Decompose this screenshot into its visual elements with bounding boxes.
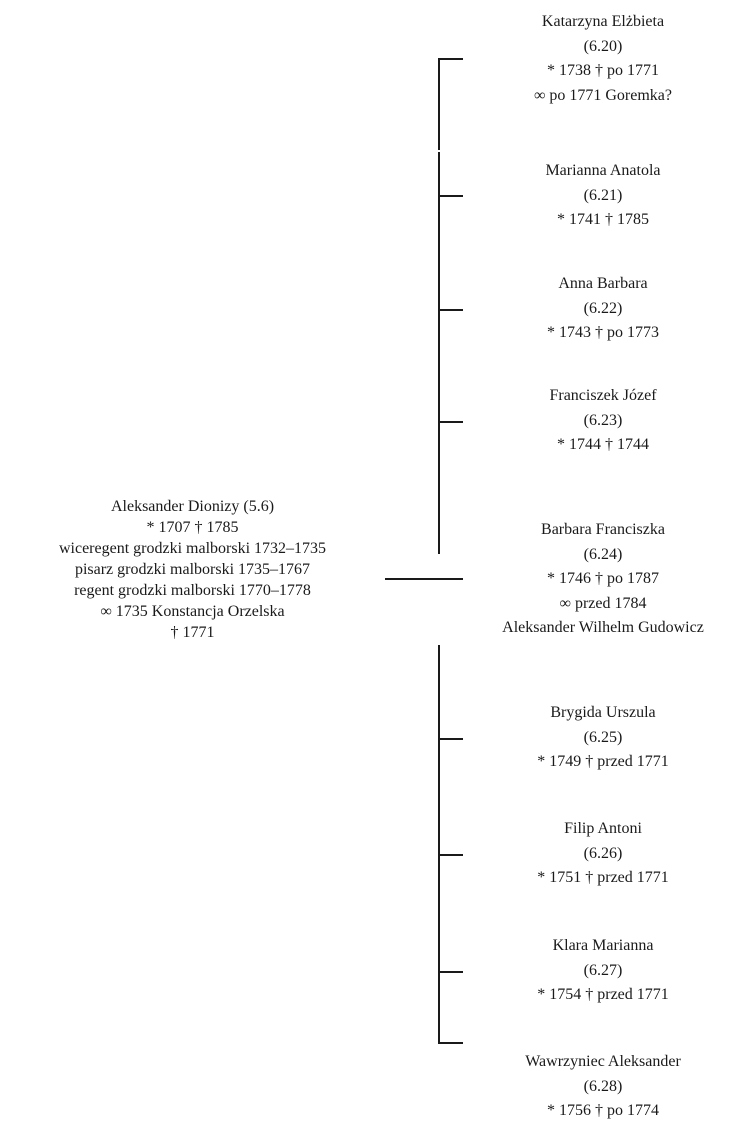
child-node: Anna Barbara (6.22) * 1743 † po 1773 — [463, 272, 743, 346]
child-dates: * 1744 † 1744 — [557, 436, 649, 453]
child-dates: * 1741 † 1785 — [557, 211, 649, 228]
parent-office: regent grodzki malborski 1770–1778 — [74, 582, 311, 599]
trunk-segment — [438, 645, 440, 1043]
child-tick — [438, 421, 463, 423]
child-tick — [438, 1042, 463, 1044]
parent-dates: * 1707 † 1785 — [146, 519, 239, 536]
child-dates: * 1743 † po 1773 — [547, 324, 659, 341]
parent-office: wiceregent grodzki malborski 1732–1735 — [58, 540, 327, 557]
child-tick — [438, 309, 463, 311]
parent-office: pisarz grodzki malborski 1735–1767 — [74, 561, 311, 578]
child-spouse: ∞ po 1771 Goremka? — [533, 86, 673, 104]
child-id: (6.21) — [583, 186, 623, 204]
child-name: Franciszek Józef — [549, 387, 657, 404]
child-dates: * 1756 † po 1774 — [547, 1102, 659, 1119]
child-node: Barbara Franciszka (6.24) * 1746 † po 17… — [463, 518, 743, 641]
child-name: Brygida Urszula — [550, 704, 656, 721]
child-tick — [438, 195, 463, 197]
parent-connector — [385, 578, 463, 580]
child-id: (6.20) — [583, 37, 623, 55]
child-dates: * 1746 † po 1787 — [547, 570, 659, 587]
child-tick — [438, 854, 463, 856]
child-dates: * 1751 † przed 1771 — [537, 869, 669, 886]
child-name: Klara Marianna — [552, 937, 654, 954]
child-node: Brygida Urszula (6.25) * 1749 † przed 17… — [463, 701, 743, 775]
child-name: Anna Barbara — [558, 275, 648, 292]
trunk-segment — [438, 152, 440, 554]
child-name: Barbara Franciszka — [541, 521, 665, 538]
child-name: Wawrzyniec Aleksander — [525, 1053, 681, 1070]
child-id: (6.22) — [583, 299, 623, 317]
child-id: (6.24) — [583, 545, 623, 563]
child-node: Katarzyna Elżbieta (6.20) * 1738 † po 17… — [463, 10, 743, 108]
parent-name: Aleksander Dionizy (5.6) — [110, 498, 275, 515]
child-node: Filip Antoni (6.26) * 1751 † przed 1771 — [463, 817, 743, 891]
child-id: (6.26) — [583, 844, 623, 862]
child-spouse-name: Aleksander Wilhelm Gudowicz — [502, 619, 704, 636]
trunk-segment — [438, 58, 440, 150]
child-node: Klara Marianna (6.27) * 1754 † przed 177… — [463, 934, 743, 1008]
child-name: Filip Antoni — [564, 820, 642, 837]
child-dates: * 1738 † po 1771 — [547, 62, 659, 79]
child-dates: * 1754 † przed 1771 — [537, 986, 669, 1003]
parent-node: Aleksander Dionizy (5.6) * 1707 † 1785 w… — [0, 496, 385, 643]
parent-spouse-death: † 1771 — [170, 624, 215, 641]
parent-spouse: ∞ 1735 Konstancja Orzelska — [100, 603, 285, 620]
child-id: (6.25) — [583, 728, 623, 746]
child-id: (6.23) — [583, 411, 623, 429]
child-tick — [438, 738, 463, 740]
child-name: Katarzyna Elżbieta — [541, 13, 665, 30]
child-node: Marianna Anatola (6.21) * 1741 † 1785 — [463, 159, 743, 233]
child-id: (6.27) — [583, 961, 623, 979]
child-dates: * 1749 † przed 1771 — [537, 753, 669, 770]
child-tick — [438, 58, 463, 60]
child-node: Franciszek Józef (6.23) * 1744 † 1744 — [463, 384, 743, 458]
child-name: Marianna Anatola — [545, 162, 661, 179]
child-id: (6.28) — [583, 1077, 623, 1095]
child-tick — [438, 971, 463, 973]
child-node: Wawrzyniec Aleksander (6.28) * 1756 † po… — [463, 1050, 743, 1124]
child-spouse: ∞ przed 1784 — [559, 594, 647, 612]
